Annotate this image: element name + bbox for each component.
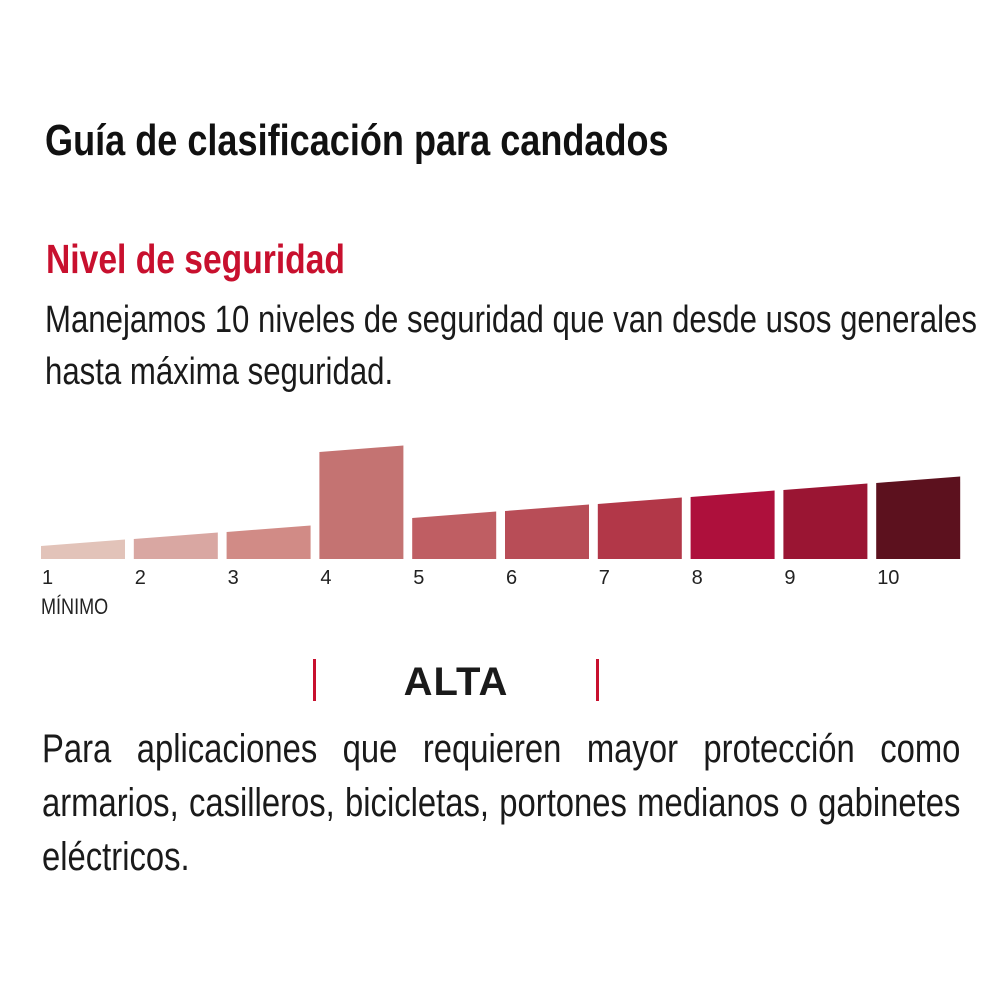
tick-label-4: 4 (320, 567, 331, 589)
tick-label-3: 3 (228, 567, 239, 589)
bar-level-5 (412, 511, 497, 559)
security-level-chart: 1 2 3 4 5 6 7 8 9 10 (41, 445, 961, 589)
minimum-label: MÍNIMO (41, 594, 109, 619)
tick-label-8: 8 (692, 567, 703, 589)
level-description: Para aplicaciones que requieren mayor pr… (42, 727, 961, 879)
bar-level-3 (226, 525, 311, 559)
tick-label-5: 5 (413, 567, 424, 589)
page-title: Guía de clasificación para candados (45, 116, 669, 165)
left-marker (313, 659, 316, 701)
tick-label-2: 2 (135, 567, 146, 589)
bar-level-9 (783, 483, 868, 559)
section-subtitle: Nivel de seguridad (46, 236, 345, 282)
tick-label-10: 10 (877, 567, 899, 589)
level-name: ALTA (403, 660, 509, 704)
tick-label-7: 7 (599, 567, 610, 589)
intro-text: Manejamos 10 niveles de seguridad que va… (45, 299, 977, 393)
bar-level-4 (319, 445, 404, 559)
bar-level-6 (505, 504, 589, 559)
bar-level-7 (597, 497, 682, 559)
tick-label-6: 6 (506, 567, 517, 589)
tick-label-1: 1 (42, 567, 53, 589)
right-marker (596, 659, 599, 701)
bar-level-8 (690, 490, 775, 559)
bar-level-1 (41, 539, 125, 559)
tick-label-9: 9 (784, 567, 795, 589)
bar-level-10 (876, 476, 961, 559)
bar-level-2 (133, 532, 218, 559)
